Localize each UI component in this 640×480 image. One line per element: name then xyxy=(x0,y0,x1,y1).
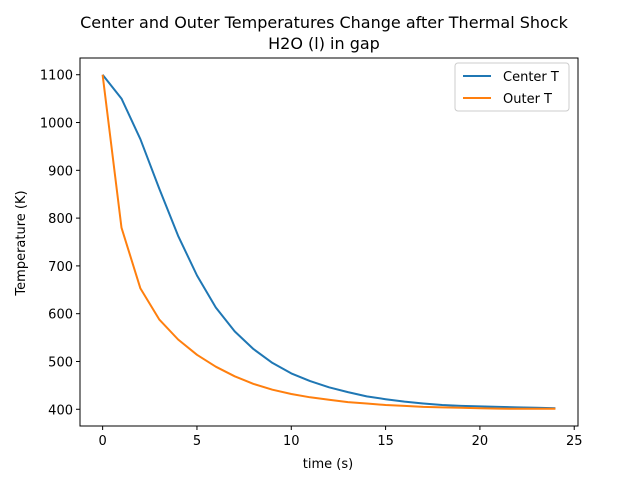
y-axis-label: Temperature (K) xyxy=(14,190,29,296)
series-line-0 xyxy=(101,74,556,410)
legend-label-center: Center T xyxy=(503,70,559,85)
x-axis-ticks: 0 5 10 15 20 25 xyxy=(98,426,583,449)
plot-frame xyxy=(79,57,579,427)
y-tick-label: 1100 xyxy=(40,69,73,84)
x-tick-label: 25 xyxy=(566,434,583,449)
y-tick-label: 900 xyxy=(48,164,73,179)
x-tick-label: 0 xyxy=(98,434,106,449)
x-tick-label: 20 xyxy=(472,434,489,449)
y-tick-label: 1000 xyxy=(40,117,73,132)
legend-label-outer: Outer T xyxy=(503,92,552,107)
y-tick-label: 600 xyxy=(48,308,73,323)
y-tick-label: 800 xyxy=(48,212,73,227)
y-tick-label: 700 xyxy=(48,260,73,275)
x-tick-label: 10 xyxy=(283,434,300,449)
y-tick-label: 400 xyxy=(48,403,73,418)
series-line-1 xyxy=(101,74,556,410)
chart-title: Center and Outer Temperatures Change aft… xyxy=(80,13,569,32)
y-axis-ticks: 400 500 600 700 800 900 1000 1100 xyxy=(40,69,80,418)
legend: Center T Outer T xyxy=(454,62,570,112)
chart-subtitle: H2O (l) in gap xyxy=(268,34,380,53)
x-tick-label: 15 xyxy=(377,434,394,449)
y-tick-label: 500 xyxy=(48,355,73,370)
plot-area xyxy=(79,57,579,427)
x-axis-label: time (s) xyxy=(303,457,353,472)
x-tick-label: 5 xyxy=(193,434,201,449)
